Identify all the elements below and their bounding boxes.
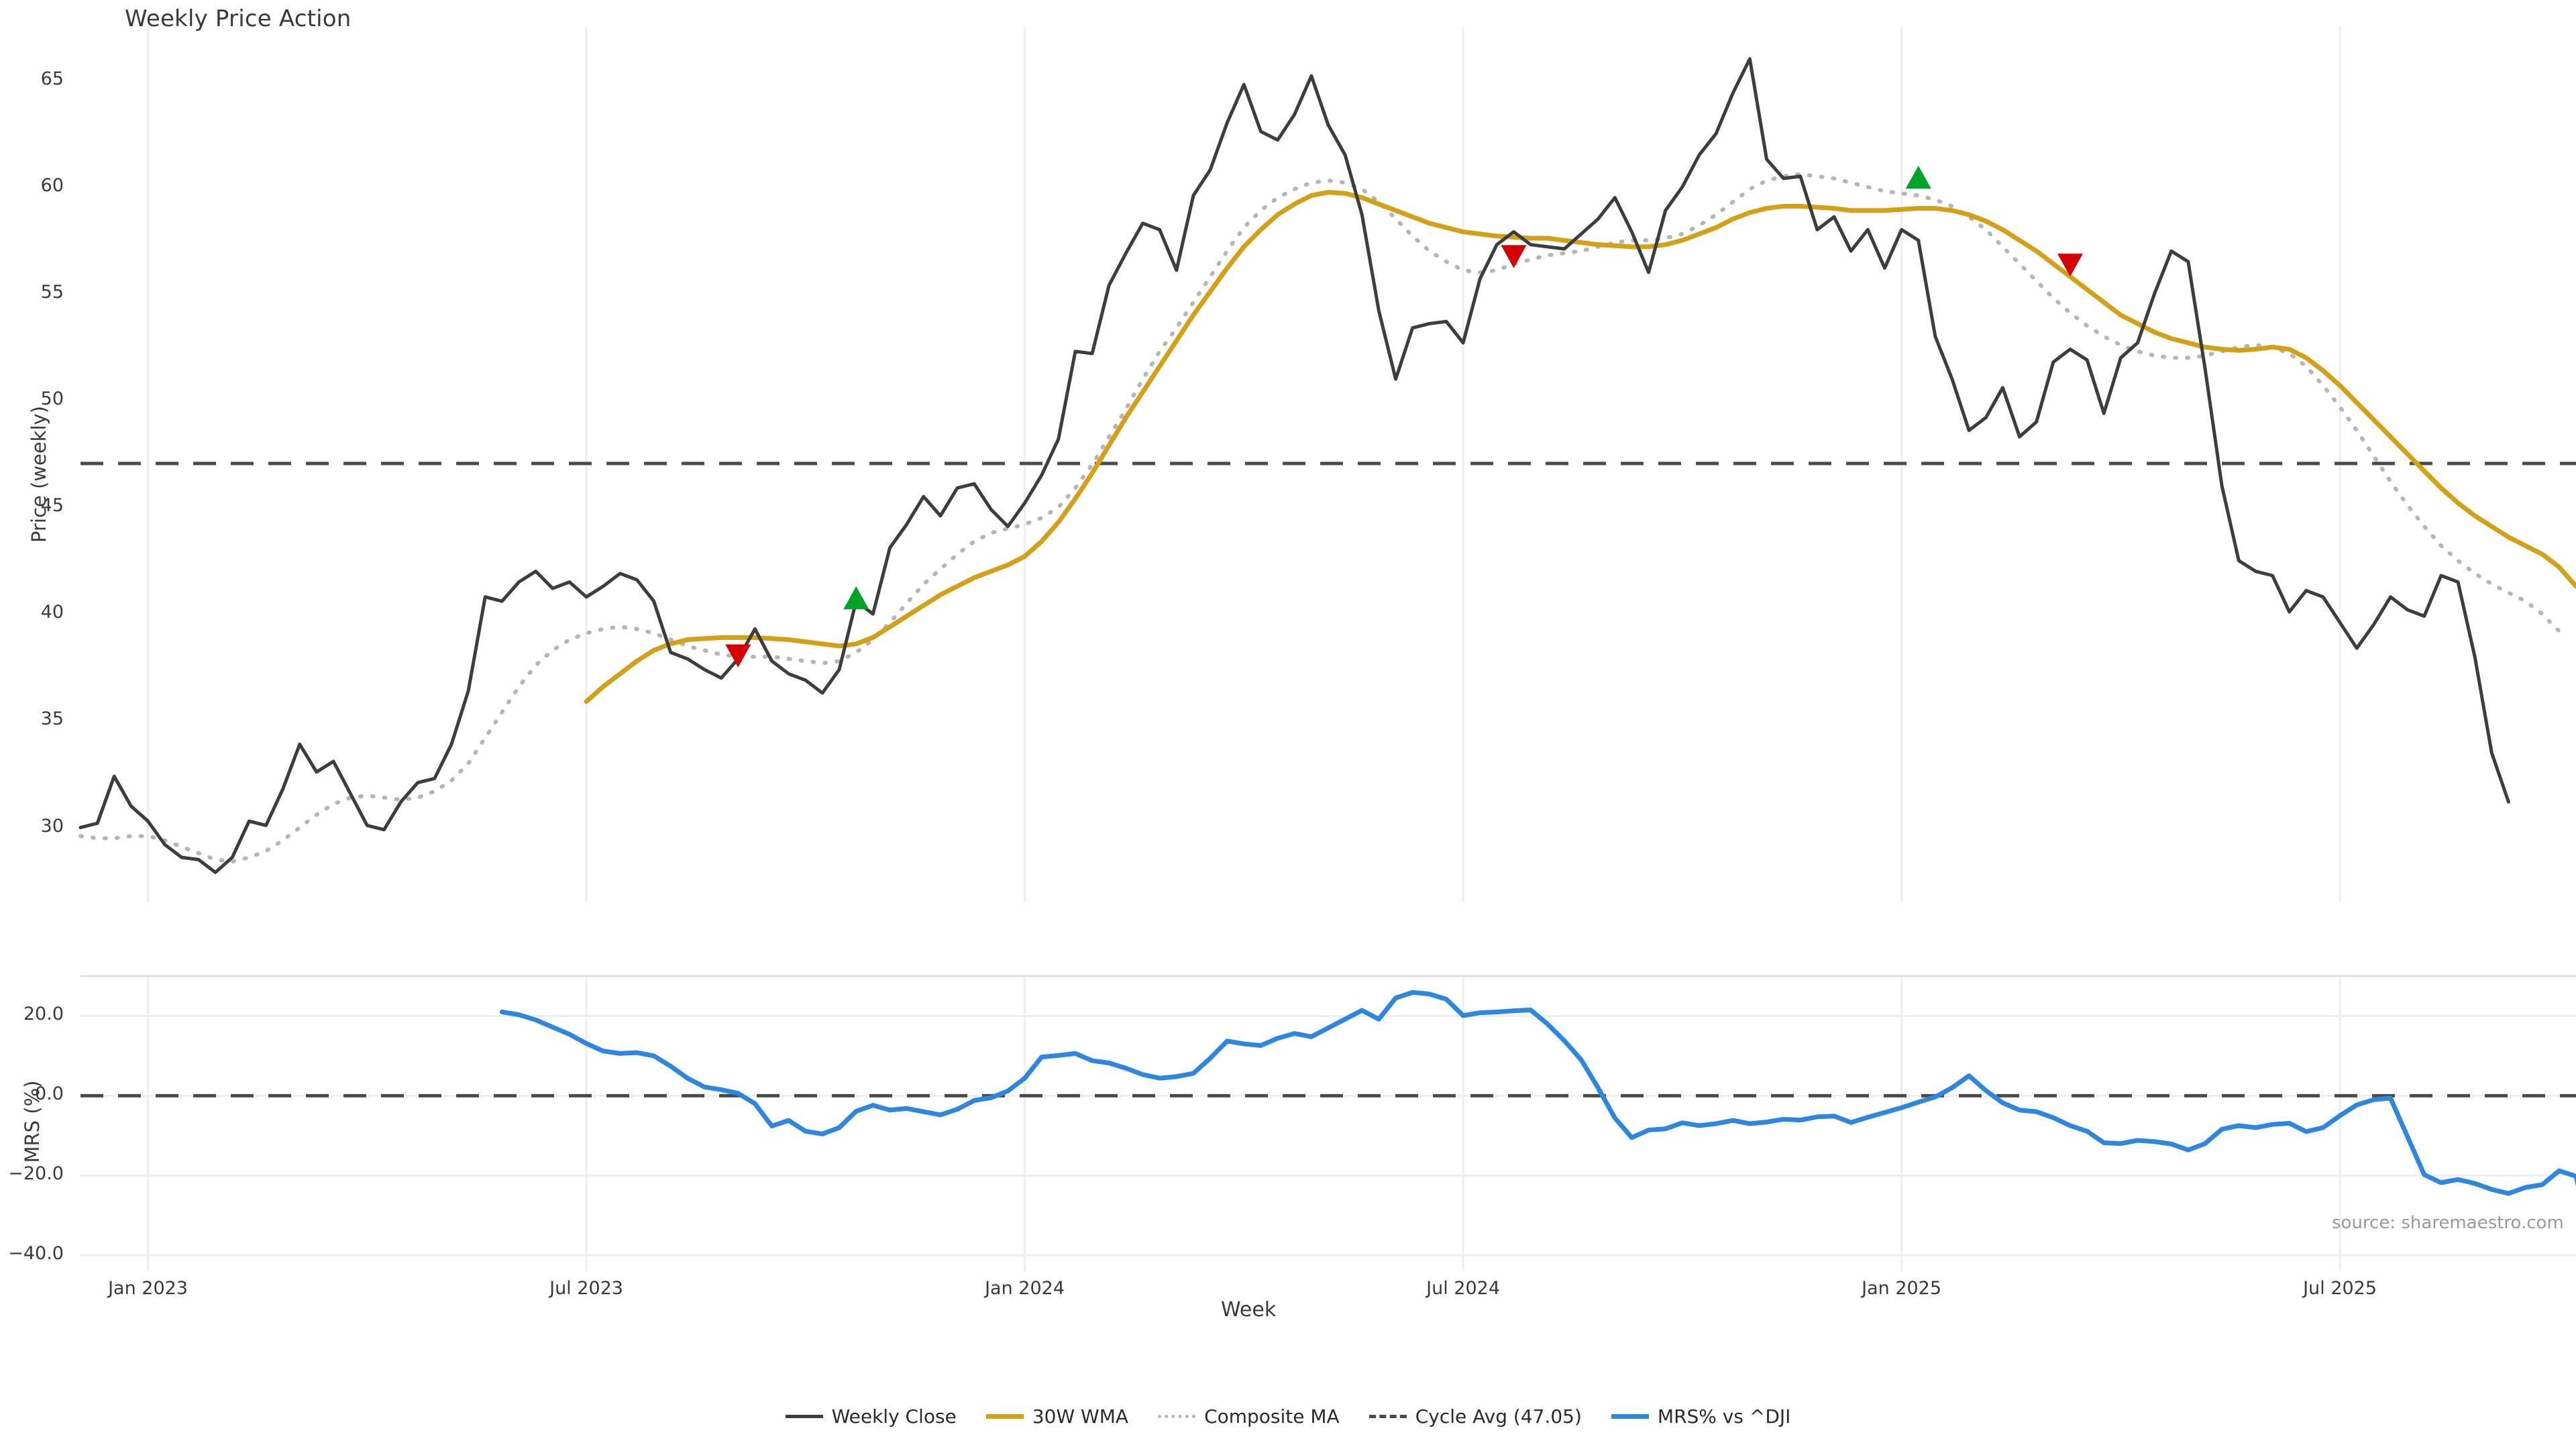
sell-signal-marker	[1501, 245, 1527, 268]
legend-item-2[interactable]: Composite MA	[1158, 1405, 1340, 1428]
price-y-tick: 50	[40, 388, 64, 409]
legend-label: Cycle Avg (47.05)	[1415, 1405, 1582, 1428]
series-30w-wma	[584, 190, 2576, 704]
legend-label: Weekly Close	[831, 1405, 957, 1428]
price-y-tick: 55	[40, 281, 64, 303]
mrs-y-tick: 0.0	[35, 1083, 64, 1105]
legend-item-1[interactable]: 30W WMA	[985, 1405, 1129, 1428]
legend-swatch-icon	[1368, 1415, 1407, 1418]
price-y-tick: 40	[40, 602, 64, 623]
sell-signal-marker	[725, 644, 751, 667]
price-y-tick: 60	[40, 174, 64, 196]
series-weekly-close	[78, 57, 2510, 874]
mrs-y-tick: 20.0	[23, 1004, 64, 1025]
legend-swatch-icon	[985, 1414, 1024, 1419]
page-title: Weekly Price Action	[125, 5, 352, 32]
series-mrs-percent	[499, 989, 2576, 1196]
legend-swatch-icon	[1611, 1414, 1649, 1419]
buy-signal-marker	[843, 586, 869, 610]
price-y-tick: 35	[40, 708, 64, 730]
x-axis-tick: Jul 2025	[2303, 1278, 2377, 1299]
series-composite-ma	[78, 172, 2561, 864]
price-y-tick: 65	[40, 68, 64, 89]
legend-item-0[interactable]: Weekly Close	[785, 1405, 957, 1428]
legend-swatch-icon	[785, 1415, 823, 1418]
legend-swatch-icon	[1158, 1415, 1196, 1418]
x-axis-tick: Jul 2024	[1426, 1278, 1501, 1299]
x-axis-tick: Jan 2024	[985, 1278, 1065, 1299]
sell-signal-marker	[2057, 254, 2083, 277]
mrs-y-tick: −40.0	[8, 1243, 64, 1265]
x-axis-tick: Jul 2023	[549, 1278, 623, 1299]
legend-item-4[interactable]: MRS% vs ^DJI	[1611, 1405, 1791, 1428]
x-axis-label: Week	[1221, 1298, 1277, 1322]
legend-label: 30W WMA	[1032, 1405, 1129, 1428]
mrs-y-tick: −20.0	[8, 1163, 64, 1185]
source-watermark: source: sharemaestro.com	[2332, 1213, 2564, 1233]
legend-item-3[interactable]: Cycle Avg (47.05)	[1368, 1405, 1582, 1428]
price-y-tick: 45	[40, 495, 64, 517]
price-axis-label: Price (weekly)	[28, 406, 50, 543]
chart-legend: Weekly Close 30W WMA Composite MA Cycle Avg…	[0, 1405, 2576, 1428]
price-y-tick: 30	[40, 815, 64, 837]
legend-label: Composite MA	[1204, 1405, 1340, 1428]
legend-label: MRS% vs ^DJI	[1657, 1405, 1791, 1428]
x-axis-tick: Jan 2023	[108, 1278, 188, 1299]
x-axis-tick: Jan 2025	[1862, 1278, 1942, 1299]
buy-signal-marker	[1905, 165, 1931, 189]
